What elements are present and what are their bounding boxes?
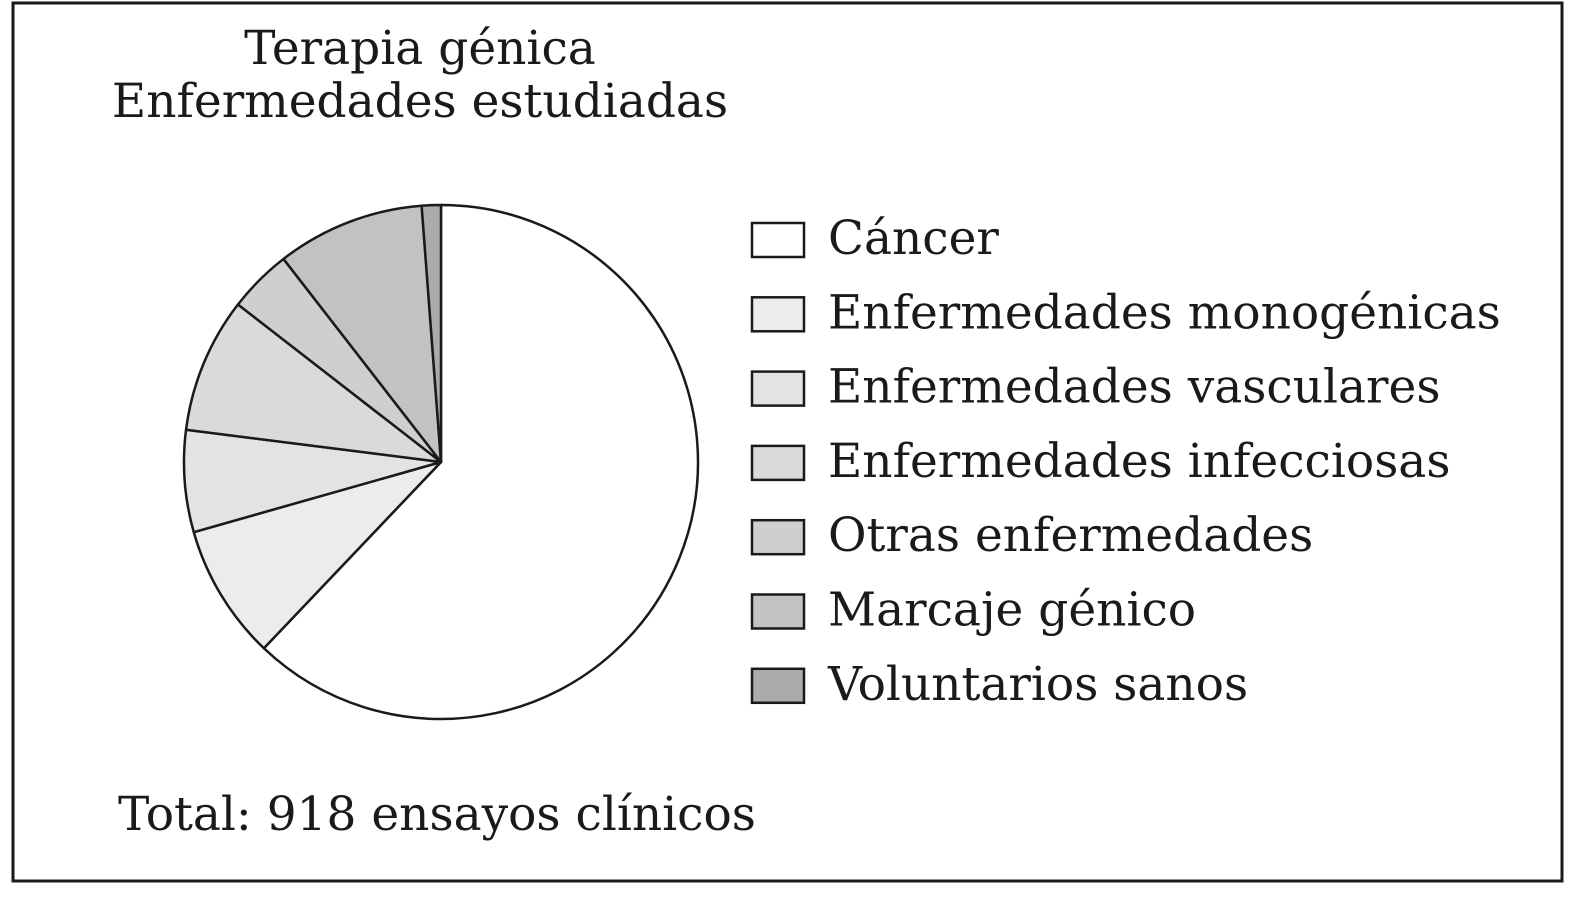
pie-slice: [282, 204, 443, 464]
legend-label: Enfermedades vasculares: [828, 360, 1440, 415]
legend-label: Enfermedades infecciosas: [828, 434, 1450, 489]
legend-label: Marcaje génico: [828, 583, 1196, 638]
legend-label: Otras enfermedades: [828, 508, 1313, 563]
legend-label: Cáncer: [828, 211, 999, 266]
legend-swatch: [750, 370, 806, 407]
legend-label: Voluntarios sanos: [827, 657, 1248, 712]
legend-label: Enfermedades monogénicas: [828, 285, 1501, 340]
legend-swatch: [750, 667, 806, 705]
legend-swatch: [750, 221, 806, 259]
pie-slice: [262, 203, 700, 721]
pie-slice: [192, 460, 443, 650]
annotation: Total: 918 ensayos clínicos: [118, 787, 756, 842]
chart-title: Terapia génica: [244, 21, 596, 76]
pie-slice: [420, 203, 443, 464]
legend-swatch: [750, 296, 806, 333]
chart-subtitle: Enfermedades estudiadas: [112, 74, 728, 129]
legend-swatch: [750, 593, 806, 630]
pie-slice: [184, 303, 443, 464]
legend-swatch: [750, 518, 806, 556]
legend-swatch: [750, 444, 806, 482]
